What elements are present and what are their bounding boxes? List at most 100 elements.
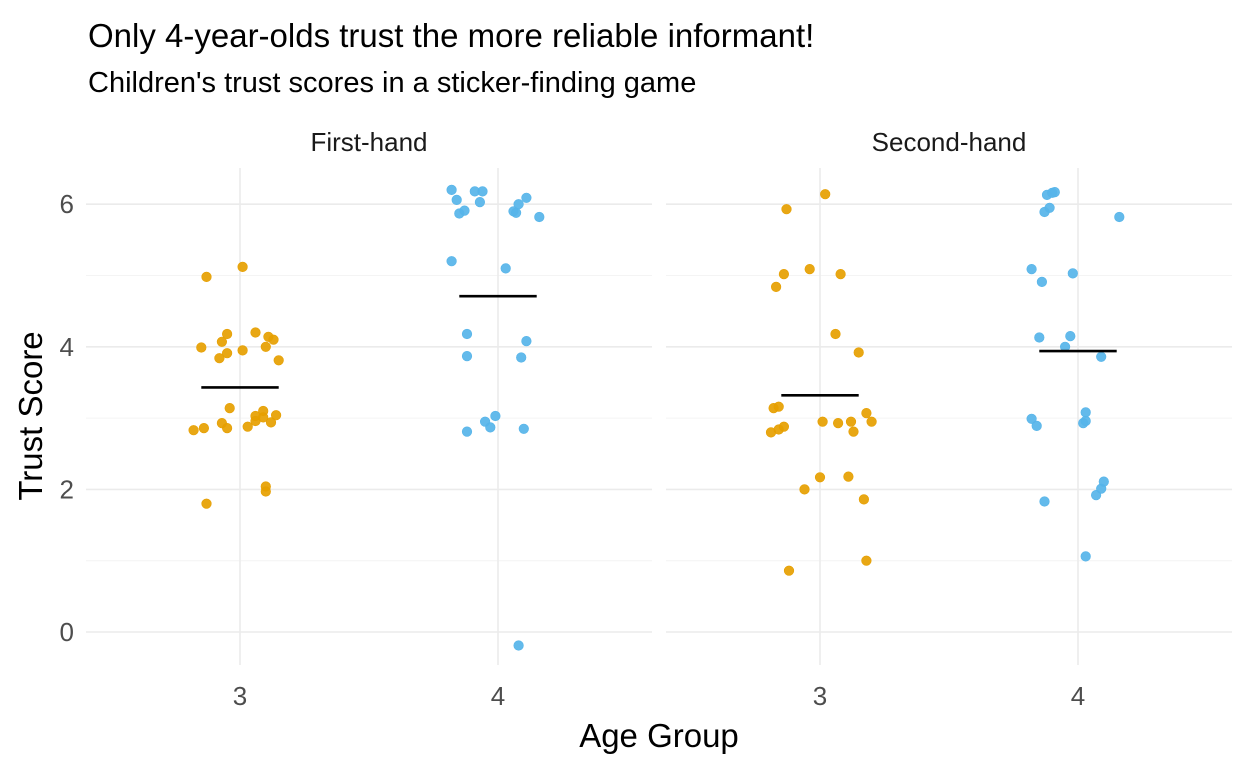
data-point xyxy=(861,408,872,419)
data-point xyxy=(814,472,826,483)
data-point xyxy=(1098,476,1109,487)
data-points xyxy=(188,184,545,651)
data-point xyxy=(521,192,532,203)
data-point xyxy=(817,416,828,427)
data-point xyxy=(446,184,457,195)
y-tick-label: 4 xyxy=(60,332,74,362)
data-point xyxy=(214,353,225,364)
data-point xyxy=(188,425,199,436)
data-point xyxy=(237,345,248,356)
data-point xyxy=(799,484,810,495)
data-point xyxy=(848,426,859,437)
y-tick-label: 2 xyxy=(60,474,74,504)
data-point xyxy=(804,264,815,275)
data-point xyxy=(861,555,872,566)
data-point xyxy=(1080,415,1091,427)
x-tick-label: 4 xyxy=(1071,681,1085,711)
data-point xyxy=(845,416,857,427)
data-point xyxy=(1026,413,1037,424)
data-point xyxy=(510,207,522,218)
data-point xyxy=(866,416,877,427)
data-point xyxy=(820,189,831,200)
grid-lines xyxy=(666,168,1232,665)
data-point xyxy=(1039,496,1050,507)
y-tick-label: 0 xyxy=(60,617,74,647)
x-axis-title: Age Group xyxy=(579,717,739,754)
y-axis-title: Trust Score xyxy=(12,331,49,500)
y-tick-labels: 0 2 4 6 xyxy=(60,189,74,647)
data-point xyxy=(461,426,473,437)
data-point xyxy=(518,423,529,434)
data-point xyxy=(477,186,488,197)
data-point xyxy=(260,486,271,497)
data-point xyxy=(265,417,277,428)
data-point xyxy=(1065,331,1076,342)
data-point xyxy=(461,328,473,340)
data-point xyxy=(778,269,790,280)
data-point xyxy=(853,347,864,358)
data-point xyxy=(1080,407,1091,418)
data-point xyxy=(222,348,233,359)
grid-lines xyxy=(86,168,652,665)
data-point xyxy=(778,421,790,432)
data-point xyxy=(832,418,844,429)
data-points xyxy=(765,187,1125,576)
data-point xyxy=(196,342,207,353)
data-point xyxy=(201,271,212,283)
data-point xyxy=(835,269,846,280)
data-point xyxy=(783,565,795,576)
data-point xyxy=(773,401,784,412)
data-point xyxy=(534,211,545,223)
data-point xyxy=(858,494,870,505)
chart-subtitle: Children's trust scores in a sticker-fin… xyxy=(88,67,696,99)
data-point xyxy=(1031,420,1042,432)
data-point xyxy=(258,412,269,423)
data-point xyxy=(222,328,233,340)
data-point xyxy=(1034,332,1045,343)
data-point xyxy=(1080,551,1091,562)
data-point xyxy=(513,199,524,210)
data-point xyxy=(216,336,227,347)
data-point xyxy=(1044,202,1055,213)
data-point xyxy=(1067,268,1078,279)
x-tick-label: 3 xyxy=(233,681,247,711)
data-point xyxy=(451,194,462,205)
data-point xyxy=(781,204,792,215)
data-point xyxy=(830,328,841,340)
data-point xyxy=(250,327,261,338)
data-point xyxy=(1096,351,1107,362)
data-point xyxy=(198,423,209,434)
chart-title: Only 4-year-olds trust the more reliable… xyxy=(88,17,814,54)
data-point xyxy=(224,403,235,414)
data-point xyxy=(242,421,253,432)
data-point xyxy=(843,471,854,482)
x-tick-label: 3 xyxy=(813,681,827,711)
data-point xyxy=(222,423,233,434)
data-point xyxy=(1114,211,1125,223)
data-point xyxy=(201,498,212,509)
data-point xyxy=(459,205,470,216)
data-point xyxy=(1026,264,1037,275)
data-point xyxy=(461,351,473,362)
data-point xyxy=(490,410,501,422)
data-point xyxy=(260,341,271,352)
data-point xyxy=(273,355,284,366)
data-point xyxy=(521,336,532,347)
data-point xyxy=(500,263,511,274)
data-point xyxy=(271,410,282,421)
data-point xyxy=(446,256,457,267)
facet-strip-label: Second-hand xyxy=(872,127,1027,157)
data-point xyxy=(513,640,524,651)
facet-strip-label: First-hand xyxy=(310,127,427,157)
data-point xyxy=(237,261,248,273)
data-point xyxy=(1049,187,1060,198)
data-point xyxy=(1036,276,1047,288)
data-point xyxy=(516,352,527,363)
data-point xyxy=(474,197,486,208)
data-point xyxy=(770,281,782,293)
